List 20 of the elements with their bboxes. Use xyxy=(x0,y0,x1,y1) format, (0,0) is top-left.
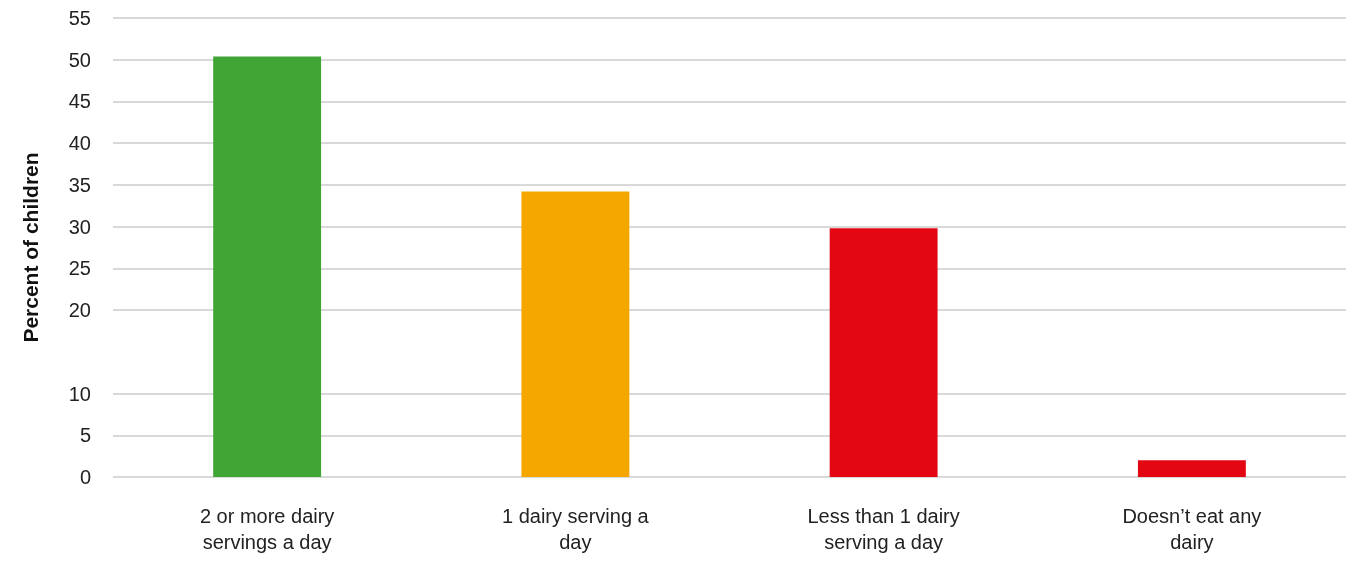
y-tick-label: 35 xyxy=(68,173,91,196)
x-tick-label: Less than 1 dairy serving a day xyxy=(807,505,960,553)
x-tick-label: Doesn’t eat any dairy xyxy=(1122,505,1262,553)
y-axis-title: Percent of children xyxy=(19,152,42,343)
bar xyxy=(1137,460,1246,477)
x-tick-label: 2 or more dairy servings a day xyxy=(199,505,335,553)
bar xyxy=(521,191,630,477)
bar xyxy=(213,56,322,477)
y-tick-label: 50 xyxy=(68,48,91,71)
y-tick-label: 20 xyxy=(68,299,91,322)
x-tick-label: 1 dairy serving a day xyxy=(502,505,650,553)
bar xyxy=(829,228,938,477)
y-tick-label: 55 xyxy=(68,7,91,29)
y-tick-label: 45 xyxy=(68,90,91,113)
y-tick-label: 5 xyxy=(79,424,91,447)
y-tick-label: 30 xyxy=(68,215,91,238)
y-tick-label: 40 xyxy=(68,132,91,155)
y-tick-label: 10 xyxy=(68,382,91,405)
y-tick-label: 0 xyxy=(79,466,91,488)
y-tick-label: 25 xyxy=(68,257,91,280)
